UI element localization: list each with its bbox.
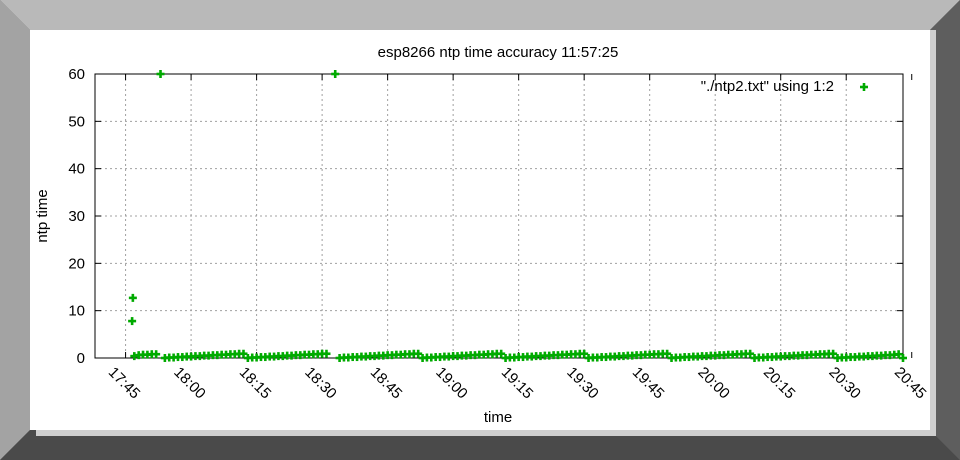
x-tick-label: 19:30 — [563, 364, 602, 403]
data-point — [894, 350, 903, 359]
data-point — [829, 349, 838, 358]
y-tick-label: 40 — [68, 161, 85, 178]
data-point — [239, 349, 248, 358]
data-point — [746, 349, 755, 358]
x-tick-label: 18:00 — [170, 364, 209, 403]
y-tick-label: 10 — [68, 303, 85, 320]
y-tick-label: 0 — [77, 350, 85, 367]
data-point — [152, 350, 161, 359]
y-tick-label: 30 — [68, 208, 85, 225]
x-tick-label: 20:45 — [891, 364, 930, 403]
x-tick-label: 19:45 — [629, 364, 668, 403]
legend-marker-plus-icon — [860, 83, 868, 91]
x-axis-label: time — [484, 409, 512, 426]
x-tick-label: 19:00 — [432, 364, 471, 403]
data-point — [663, 349, 672, 358]
y-axis: 0 10 20 30 40 50 60 — [68, 66, 903, 367]
x-tick-label: 20:30 — [825, 364, 864, 403]
data-point — [156, 70, 165, 78]
x-tick-label: 20:15 — [760, 364, 799, 403]
data-series — [128, 70, 907, 362]
data-point — [414, 349, 423, 358]
x-tick-label: 18:15 — [236, 364, 275, 403]
x-tick-label: 18:45 — [367, 364, 406, 403]
legend-label: "./ntp2.txt" using 1:2 — [701, 78, 834, 95]
x-tick-label: 19:15 — [498, 364, 537, 403]
data-point — [128, 293, 137, 302]
y-tick-label: 60 — [68, 66, 85, 83]
chart-grid — [95, 74, 903, 358]
x-tick-label: 20:00 — [694, 364, 733, 403]
y-tick-label: 20 — [68, 255, 85, 272]
legend-marker — [860, 83, 868, 91]
data-point — [128, 317, 137, 326]
legend: "./ntp2.txt" using 1:2 — [701, 78, 868, 95]
data-point — [322, 349, 331, 358]
y-tick-label: 50 — [68, 113, 85, 130]
data-point — [899, 354, 907, 362]
data-point — [331, 70, 340, 78]
data-point — [580, 349, 589, 358]
x-tick-label: 18:30 — [301, 364, 340, 403]
y-axis-label: ntp time — [34, 189, 51, 242]
chart-title: esp8266 ntp time accuracy 11:57:25 — [378, 44, 619, 61]
x-tick-label: 17:45 — [105, 364, 144, 403]
data-point — [497, 349, 506, 358]
